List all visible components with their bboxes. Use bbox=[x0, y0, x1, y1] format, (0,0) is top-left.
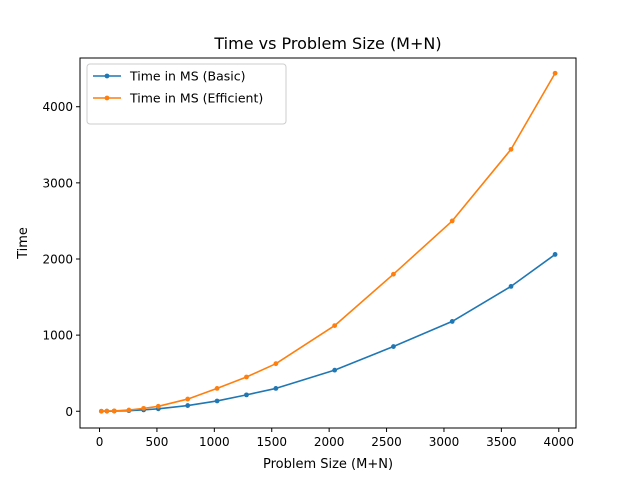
series-2-point bbox=[449, 218, 455, 224]
series-2-point bbox=[141, 405, 147, 411]
legend-swatch-marker bbox=[104, 73, 110, 79]
series-2-point bbox=[244, 374, 249, 380]
y-axis-label: Time bbox=[16, 227, 31, 260]
series-1-point bbox=[332, 367, 338, 373]
legend: Time in MS (Basic) Time in MS (Efficient) bbox=[86, 63, 287, 125]
x-tick-label: 4000 bbox=[544, 435, 575, 449]
x-tick-label: 500 bbox=[145, 435, 168, 449]
series-2-point bbox=[98, 408, 104, 414]
series-1-point bbox=[273, 386, 279, 391]
x-tick-label: 1500 bbox=[256, 435, 287, 449]
x-tick-label: 1000 bbox=[199, 435, 230, 449]
series-2-point bbox=[508, 146, 514, 152]
series-1-point bbox=[508, 283, 514, 289]
series-2-point bbox=[111, 408, 117, 414]
x-tick-label: 2500 bbox=[371, 435, 402, 449]
series-1-point bbox=[244, 392, 249, 398]
series-1-point bbox=[391, 344, 396, 349]
x-tick-label: 3500 bbox=[486, 435, 517, 449]
series-2-point bbox=[391, 271, 396, 277]
x-tick-label: 0 bbox=[96, 435, 104, 449]
x-tick-label: 2000 bbox=[314, 435, 345, 449]
series-2-point bbox=[155, 403, 161, 409]
axes-layer bbox=[79, 57, 577, 429]
series-2-point bbox=[185, 396, 191, 402]
series-2-point bbox=[273, 361, 279, 367]
legend-swatch-marker bbox=[104, 95, 110, 101]
x-axis: 0 500 1000 1500 2000 2500 3000 3500 4000 bbox=[96, 428, 574, 449]
y-tick-label: 0 bbox=[65, 405, 73, 419]
x-tick-label: 3000 bbox=[429, 435, 460, 449]
x-axis-label: Problem Size (M+N) bbox=[263, 457, 393, 472]
series-2-point bbox=[104, 408, 110, 414]
chart-title: Time vs Problem Size (M+N) bbox=[213, 34, 441, 53]
plot-frame bbox=[79, 57, 577, 429]
legend-box bbox=[86, 63, 287, 125]
legend-label: Time in MS (Basic) bbox=[129, 69, 245, 84]
series-2-point bbox=[214, 386, 220, 391]
series-1-point bbox=[214, 398, 220, 404]
y-tick-label: 1000 bbox=[42, 329, 73, 343]
series-1-point bbox=[449, 319, 455, 324]
y-tick-label: 4000 bbox=[42, 100, 73, 114]
series-2-point bbox=[552, 70, 558, 76]
y-axis: 0 1000 2000 3000 4000 bbox=[42, 100, 80, 419]
series-1-point bbox=[185, 403, 191, 408]
series-1-point bbox=[552, 252, 558, 257]
series-layer bbox=[98, 70, 558, 414]
legend-label: Time in MS (Efficient) bbox=[129, 91, 263, 106]
series-2-point bbox=[332, 323, 338, 329]
series-2-point bbox=[126, 407, 132, 413]
y-tick-label: 2000 bbox=[42, 252, 73, 266]
y-tick-label: 3000 bbox=[42, 176, 73, 190]
